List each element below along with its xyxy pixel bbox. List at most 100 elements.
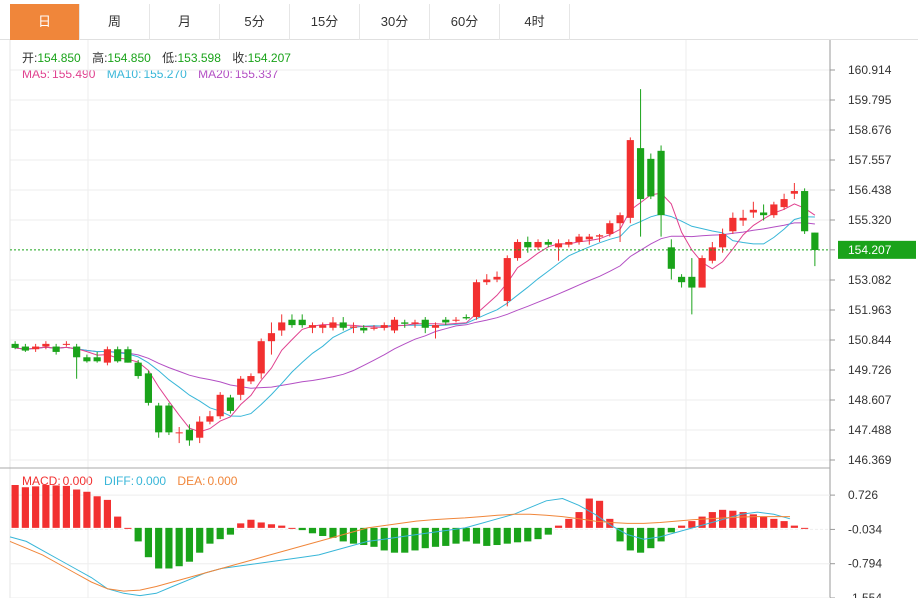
ma10-line bbox=[15, 213, 815, 417]
candle-17 bbox=[185, 424, 194, 446]
macd-bar-42 bbox=[442, 527, 450, 546]
candle-67 bbox=[698, 255, 706, 288]
tab-2[interactable]: 月 bbox=[150, 4, 220, 40]
macd-bar-46 bbox=[483, 527, 491, 546]
close-label: 收: bbox=[232, 51, 248, 65]
candle-body bbox=[267, 333, 276, 342]
candle-71 bbox=[739, 209, 747, 226]
candle-5 bbox=[62, 341, 70, 347]
price-tick-label-4: 156.438 bbox=[848, 183, 892, 197]
candle-body bbox=[73, 346, 81, 358]
macd-bar-27 bbox=[288, 527, 296, 529]
macd-bar-13 bbox=[144, 527, 153, 558]
candle-64 bbox=[667, 239, 675, 280]
candle-body bbox=[349, 326, 358, 328]
candle-body bbox=[780, 199, 788, 208]
candle-body bbox=[657, 150, 665, 216]
tab-1[interactable]: 周 bbox=[80, 4, 150, 40]
macd-bar-51 bbox=[534, 527, 542, 540]
macd-bar-71 bbox=[739, 512, 747, 528]
macd-bar-0 bbox=[11, 485, 19, 528]
price-tick-label-7: 153.082 bbox=[848, 273, 892, 287]
price-tick-label-13: 146.369 bbox=[848, 453, 892, 467]
macd-bar-40 bbox=[421, 527, 429, 549]
macd-bar-47 bbox=[493, 527, 501, 546]
candle-body bbox=[411, 322, 419, 324]
price-tick-label-3: 157.557 bbox=[848, 153, 892, 167]
macd-bar-23 bbox=[247, 519, 255, 528]
macd-tick-label-1: -0.034 bbox=[848, 522, 882, 536]
tab-0[interactable]: 日 bbox=[10, 4, 80, 40]
macd-bar-50 bbox=[524, 527, 532, 542]
candle-31 bbox=[329, 317, 337, 331]
candle-body bbox=[196, 421, 204, 438]
dea-label: DEA: bbox=[177, 474, 206, 488]
candle-body bbox=[636, 148, 645, 200]
low-label: 低: bbox=[162, 51, 178, 65]
candle-39 bbox=[411, 319, 419, 328]
candle-3 bbox=[42, 341, 50, 350]
candle-33 bbox=[349, 322, 358, 334]
candle-43 bbox=[452, 317, 460, 323]
candle-body bbox=[165, 405, 173, 433]
candle-70 bbox=[729, 212, 737, 234]
macd-bar-6 bbox=[73, 489, 81, 528]
candle-13 bbox=[144, 370, 153, 406]
macd-bar-5 bbox=[62, 485, 70, 528]
candle-73 bbox=[760, 204, 768, 221]
candle-60 bbox=[626, 137, 634, 224]
macd-bar-52 bbox=[544, 527, 552, 535]
candle-body bbox=[616, 215, 624, 224]
macd-bar-65 bbox=[677, 525, 686, 528]
candle-23 bbox=[247, 373, 255, 385]
candle-body bbox=[237, 378, 245, 395]
candle-19 bbox=[206, 410, 214, 425]
candle-45 bbox=[472, 279, 481, 320]
macd-bar-7 bbox=[83, 491, 91, 528]
candle-body bbox=[719, 233, 727, 248]
macd-bar-45 bbox=[472, 527, 481, 544]
candle-49 bbox=[513, 239, 522, 261]
candle-72 bbox=[749, 201, 757, 218]
candle-body bbox=[319, 325, 327, 328]
tab-4[interactable]: 15分 bbox=[290, 4, 360, 40]
candlestick-chart[interactable]: 160.914 159.795 158.676 157.557 156.438 155.3… bbox=[0, 40, 918, 598]
macd-bar-64 bbox=[667, 527, 675, 533]
candle-body bbox=[83, 357, 91, 362]
tab-3[interactable]: 5分 bbox=[220, 4, 290, 40]
tab-7[interactable]: 4时 bbox=[500, 4, 570, 40]
candle-body bbox=[390, 319, 399, 331]
diff-line bbox=[9, 497, 791, 597]
candle-body bbox=[11, 343, 19, 348]
candle-32 bbox=[339, 317, 347, 331]
macd-bar-76 bbox=[790, 525, 798, 528]
macd-bar-69 bbox=[719, 509, 727, 528]
candle-7 bbox=[83, 354, 91, 363]
macd-bar-55 bbox=[575, 512, 583, 528]
price-tick-label-8: 151.963 bbox=[848, 303, 892, 317]
candle-body bbox=[483, 279, 491, 283]
candle-body bbox=[32, 346, 40, 350]
candle-25 bbox=[267, 322, 276, 355]
tab-6[interactable]: 60分 bbox=[430, 4, 500, 40]
candle-body bbox=[175, 432, 183, 434]
candle-body bbox=[770, 204, 778, 216]
tab-5[interactable]: 30分 bbox=[360, 4, 430, 40]
macd-bar-29 bbox=[308, 527, 317, 534]
candle-9 bbox=[103, 346, 111, 366]
candle-body bbox=[42, 343, 50, 347]
candle-body bbox=[62, 343, 70, 345]
candle-body bbox=[801, 191, 809, 232]
candle-8 bbox=[93, 351, 101, 363]
candle-40 bbox=[421, 317, 429, 334]
candle-body bbox=[503, 258, 511, 301]
candle-body bbox=[811, 232, 819, 251]
high-label: 高: bbox=[92, 51, 108, 65]
macd-tick-label-0: 0.726 bbox=[848, 488, 878, 502]
candle-body bbox=[493, 276, 501, 280]
candle-76 bbox=[790, 182, 798, 200]
macd-info: MACD: 0.000 DIFF: 0.000 DEA: 0.000 bbox=[22, 474, 245, 488]
candle-body bbox=[790, 191, 798, 194]
candle-body bbox=[124, 349, 132, 363]
macd-bar-61 bbox=[636, 527, 645, 553]
